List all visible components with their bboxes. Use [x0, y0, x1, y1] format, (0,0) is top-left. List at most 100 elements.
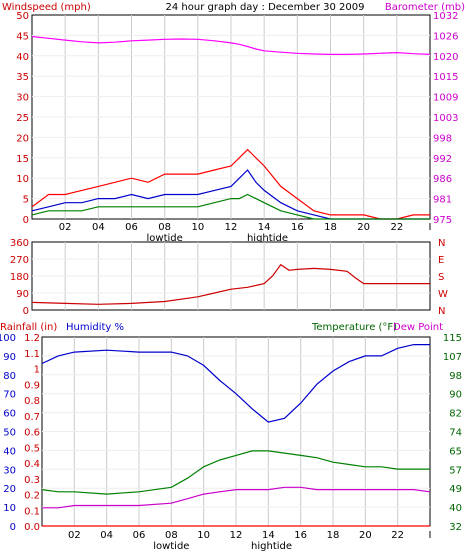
compass-tick-label: N	[438, 306, 445, 317]
direction-tick-label: 270	[10, 255, 29, 266]
x-tick-label: 08	[158, 222, 171, 233]
temperature-tide-labels: lowtide hightide	[153, 541, 292, 552]
compass-tick-label: W	[438, 289, 448, 300]
barometer-tick-label: 1015	[433, 72, 458, 83]
dewpoint-line	[42, 486, 431, 509]
chart-title: 24 hour graph day : December 30 2009	[166, 2, 365, 13]
temperature-line	[41, 450, 430, 495]
direction-tick-label: 360	[10, 238, 29, 249]
barometer-tick-label: 986	[433, 174, 452, 185]
humidity-tick-label: 90	[3, 352, 16, 363]
compass-tick-label: S	[438, 272, 444, 283]
rainfall-tick-label: 0.6	[24, 428, 40, 439]
x-tick-label: 20	[357, 222, 370, 233]
barometer-tick-label: 1003	[433, 113, 458, 124]
barometer-tick-label: 1009	[433, 93, 458, 104]
windspeed-tick-label: 30	[16, 93, 29, 104]
x-tick-label: 22	[390, 222, 403, 233]
x-tick-label: 18	[324, 222, 337, 233]
x-tick-label: 14	[262, 530, 275, 541]
temperature-tick-label: 57	[449, 465, 462, 476]
direction-degree-tick-labels: 0 90 180 270 360	[10, 238, 29, 317]
x-tick-label: 02	[68, 530, 81, 541]
tide-label: lowtide	[153, 541, 189, 552]
barometer-tick-labels: 975 981 986 992 998 1003 1009 1015 1020 1026 1032	[433, 11, 458, 226]
rainfall-tick-label: 0.8	[24, 396, 40, 407]
humidity-tick-label: 20	[3, 484, 16, 495]
gust-line	[31, 148, 430, 220]
windspeed-axis-label: Windspeed (mph)	[2, 2, 91, 13]
rainfall-tick-label: 0.4	[24, 459, 40, 470]
wind-series	[31, 35, 431, 220]
wind-barometer-panel: Windspeed (mph) 24 hour graph day : Dece…	[2, 2, 465, 244]
rainfall-tick-label: 0.3	[24, 475, 40, 486]
wind-grid	[32, 15, 430, 219]
rainfall-tick-label: 0.5	[24, 443, 40, 454]
humidity-line	[41, 344, 430, 423]
barometer-tick-label: 1026	[433, 31, 458, 42]
temperature-humidity-panel: Rainfall (in) Humidity % Temperature (°F…	[0, 322, 462, 552]
x-tick-label: 12	[230, 530, 243, 541]
x-tick-label: 12	[225, 222, 238, 233]
x-tick-label: 16	[291, 222, 304, 233]
windspeed-tick-label: 50	[16, 11, 29, 22]
windspeed-tick-label: 20	[16, 133, 29, 144]
windspeed-tick-label: 45	[16, 31, 29, 42]
temperature-tick-label: 40	[449, 503, 462, 514]
barometer-tick-label: 1032	[433, 11, 458, 22]
humidity-axis-label: Humidity %	[66, 322, 124, 333]
humidity-tick-label: 50	[3, 428, 16, 439]
barometer-tick-label: 992	[433, 154, 452, 165]
barometer-line	[31, 35, 431, 56]
barometer-tick-label: 981	[433, 195, 452, 206]
temperature-tick-label: 98	[449, 371, 462, 382]
wind-tide-labels: lowtide hightide	[147, 233, 288, 244]
temperature-tick-label: 90	[449, 390, 462, 401]
temperature-tick-labels: 32 40 49 57 65 74 82 90 98 107 115	[443, 333, 462, 533]
x-tick-label: 14	[258, 222, 271, 233]
barometer-tick-label: 998	[433, 133, 452, 144]
direction-line	[31, 263, 430, 305]
temperature-tick-label: 82	[449, 409, 462, 420]
x-tick-label: 04	[100, 530, 113, 541]
humidity-tick-label: 0	[10, 522, 16, 533]
rainfall-axis-label: Rainfall (in)	[0, 322, 57, 333]
x-tick-label: 06	[125, 222, 138, 233]
humidity-tick-label: 60	[3, 409, 16, 420]
temperature-tick-label: 74	[449, 428, 462, 439]
tide-label: hightide	[251, 541, 292, 552]
x-tick-label: I	[429, 222, 432, 233]
temperature-grid	[42, 337, 430, 526]
barometer-axis-label: Barometer (mb)	[385, 2, 465, 13]
rainfall-tick-label: 1	[34, 365, 40, 376]
rainfall-tick-label: 0.9	[24, 380, 40, 391]
temperature-tick-label: 115	[443, 333, 462, 344]
windspeed-tick-label: 15	[16, 154, 29, 165]
rainfall-tick-label: 1.2	[24, 333, 40, 344]
tide-label: hightide	[247, 233, 288, 244]
humidity-tick-label: 70	[3, 390, 16, 401]
low-line	[31, 193, 430, 220]
humidity-tick-label: 100	[0, 333, 16, 344]
humidity-tick-labels: 0 10 20 30 40 50 60 70 80 90 100	[0, 333, 16, 533]
x-tick-label: 16	[294, 530, 307, 541]
barometer-tick-label: 975	[433, 215, 452, 226]
direction-grid	[32, 242, 430, 310]
compass-tick-label: N	[438, 238, 445, 249]
temperature-axis-label: Temperature (°F)	[311, 322, 397, 333]
direction-tick-label: 0	[23, 306, 29, 317]
x-tick-label: 22	[391, 530, 404, 541]
temperature-tick-label: 107	[443, 352, 462, 363]
x-tick-label: 10	[191, 222, 204, 233]
rainfall-tick-label: 1.1	[24, 349, 40, 360]
dewpoint-axis-label: Dew Point	[393, 322, 443, 333]
x-tick-label: 20	[359, 530, 372, 541]
humidity-tick-label: 10	[3, 503, 16, 514]
direction-tick-label: 180	[10, 272, 29, 283]
windspeed-tick-label: 35	[16, 72, 29, 83]
temperature-tick-label: 65	[449, 446, 462, 457]
direction-tick-label: 90	[16, 289, 29, 300]
x-tick-label: 10	[197, 530, 210, 541]
